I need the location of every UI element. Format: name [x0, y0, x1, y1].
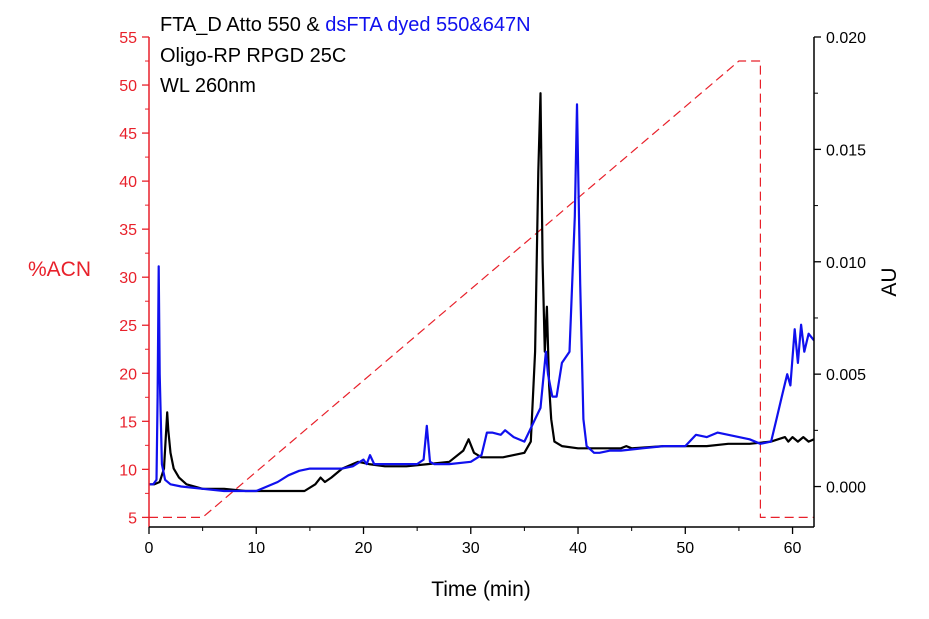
y-left-tick-label: 45: [119, 126, 137, 143]
annotation-line3: WL 260nm: [160, 75, 256, 97]
x-tick-label: 30: [462, 540, 480, 557]
x-tick-label: 10: [247, 540, 265, 557]
x-tick-label: 0: [145, 540, 154, 557]
y-left-tick-label: 50: [119, 78, 137, 95]
y-left-tick-label: 10: [119, 462, 137, 479]
y-right-tick-label: 0.005: [826, 367, 866, 384]
annotation-line1-black: FTA_D Atto 550 &: [160, 14, 325, 36]
y-left-tick-label: 40: [119, 174, 137, 191]
x-tick-label: 20: [355, 540, 373, 557]
blue-trace-line: [149, 103, 814, 493]
y-left-tick-label: 25: [119, 318, 137, 335]
y-right-tick-label: 0.000: [826, 480, 866, 497]
x-tick-label: 60: [784, 540, 802, 557]
y-left-axis-title: %ACN: [28, 258, 91, 281]
y-left-tick-label: 15: [119, 414, 137, 431]
annotation-line2: Oligo-RP RPGD 25C: [160, 45, 346, 67]
annotation-line1: FTA_D Atto 550 & dsFTA dyed 550&647N: [160, 14, 531, 36]
y-left-tick-label: 5: [128, 510, 137, 527]
x-axis-title: Time (min): [431, 578, 531, 601]
y-right-tick-label: 0.015: [826, 142, 866, 159]
annotation-line1-blue: dsFTA dyed 550&647N: [325, 14, 530, 36]
acn-gradient-line: [149, 60, 814, 519]
y-right-tick-label: 0.020: [826, 30, 866, 47]
axes-layer: 0 10 20 30 40 50 60 5 10 15 20 25 30 35 40 45 50 55 0.000 0…: [119, 30, 866, 557]
annotations: FTA_D Atto 550 & dsFTA dyed 550&647N Oli…: [160, 14, 531, 97]
series-layer: [149, 60, 814, 519]
black-trace-line: [149, 92, 814, 493]
y-left-tick-label: 30: [119, 270, 137, 287]
x-tick-label: 40: [569, 540, 587, 557]
x-tick-label: 50: [676, 540, 694, 557]
y-right-axis-title: AU: [878, 267, 901, 296]
y-left-tick-label: 55: [119, 30, 137, 47]
y-left-tick-label: 35: [119, 222, 137, 239]
y-right-tick-label: 0.010: [826, 255, 866, 272]
y-left-tick-label: 20: [119, 366, 137, 383]
